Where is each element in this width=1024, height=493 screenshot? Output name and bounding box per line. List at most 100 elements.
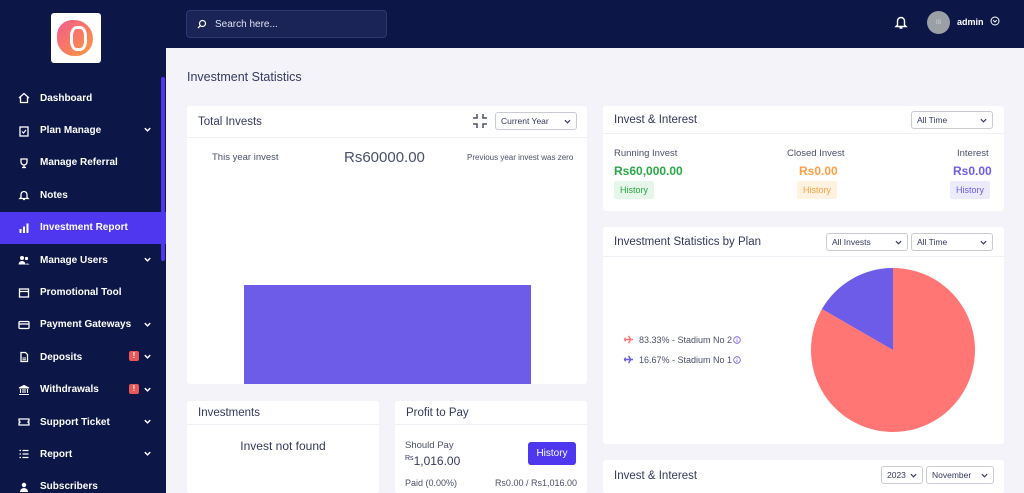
select-value: All Time xyxy=(917,237,948,247)
investments-card: Investments Invest not found xyxy=(187,401,379,493)
topbar: IB admin xyxy=(166,0,1024,48)
chevron-down-icon xyxy=(144,354,151,359)
card-header: Investments xyxy=(187,401,379,425)
closed-history-link[interactable]: History xyxy=(797,181,838,199)
closed-invest-value: Rs0.00 xyxy=(799,164,838,178)
sidebar-item-manage-referral[interactable]: Manage Referral xyxy=(0,147,166,179)
sidebar-item-payment-gateways[interactable]: Payment Gateways xyxy=(0,309,166,341)
sidebar-item-plan-manage[interactable]: Plan Manage xyxy=(0,114,166,146)
sidebar-item-dashboard[interactable]: Dashboard xyxy=(0,82,166,114)
sidebar-nav: Dashboard Plan Manage Manage Referral No… xyxy=(0,82,166,493)
sidebar-item-support-ticket[interactable]: Support Ticket xyxy=(0,406,166,438)
search-icon xyxy=(197,19,207,29)
total-invests-card: Total Invests Current Year This year inv… xyxy=(187,106,587,384)
sidebar: Dashboard Plan Manage Manage Referral No… xyxy=(0,0,166,493)
sidebar-item-label: Payment Gateways xyxy=(40,319,132,331)
sidebar-item-label: Report xyxy=(40,448,73,460)
logo[interactable] xyxy=(51,13,101,63)
interest-history-link[interactable]: History xyxy=(950,181,991,199)
card-header: Total Invests Current Year xyxy=(187,106,587,138)
pie-slice-stadium-no-1[interactable] xyxy=(821,268,893,350)
running-history-link[interactable]: History xyxy=(614,181,655,199)
logo-icon xyxy=(57,20,93,56)
card-header: Invest & Interest All Time xyxy=(603,106,1004,134)
clipboard-icon xyxy=(18,125,30,137)
closed-invest-label: Closed Invest xyxy=(787,148,845,159)
chevron-down-icon xyxy=(980,118,987,123)
legend-label: 16.67% - Stadium No 1 xyxy=(639,354,733,365)
chevron-down-icon xyxy=(144,451,151,457)
card-header: Investment Statistics by Plan All Invest… xyxy=(603,227,1004,257)
bank-icon xyxy=(18,384,30,396)
invest-bar xyxy=(244,285,531,384)
chevron-down-icon xyxy=(980,240,987,245)
sidebar-item-label: Investment Report xyxy=(40,222,128,234)
sidebar-item-label: Deposits xyxy=(40,351,83,363)
card-title: Investment Statistics by Plan xyxy=(614,235,762,248)
deposit-icon xyxy=(18,351,30,363)
info-icon[interactable] xyxy=(733,355,741,364)
card-title: Investments xyxy=(198,406,260,419)
paid-value: Rs0.00 / Rs1,016.00 xyxy=(494,478,577,488)
sidebar-item-report[interactable]: Report xyxy=(0,438,166,470)
interest-label: Interest xyxy=(957,148,989,159)
chevron-down-icon xyxy=(910,473,917,478)
page-title: Investment Statistics xyxy=(187,70,302,84)
sidebar-item-withdrawals[interactable]: Withdrawals ! xyxy=(0,374,166,406)
alert-badge: ! xyxy=(129,351,139,362)
chevron-down-icon xyxy=(895,240,902,245)
year-select[interactable]: Current Year xyxy=(495,112,577,130)
select-value: November xyxy=(932,470,972,480)
month-select[interactable]: November xyxy=(926,466,994,484)
sidebar-item-deposits[interactable]: Deposits ! xyxy=(0,341,166,373)
sidebar-item-investment-report[interactable]: Investment Report xyxy=(0,211,166,244)
chevron-down-icon xyxy=(981,473,988,478)
alert-badge: ! xyxy=(129,383,139,394)
card-title: Invest & Interest xyxy=(614,469,698,482)
select-value: Current Year xyxy=(501,116,549,126)
legend-item: 16.67% - Stadium No 1 xyxy=(623,354,746,365)
chevron-down-icon xyxy=(144,387,151,392)
running-invest-label: Running Invest xyxy=(614,148,678,159)
avatar[interactable]: IB xyxy=(927,11,950,34)
users-icon xyxy=(18,254,30,266)
chevron-down-circle-icon[interactable] xyxy=(990,16,1000,26)
time-select[interactable]: All Time xyxy=(911,111,993,129)
sidebar-item-label: Withdrawals xyxy=(40,384,99,396)
card-title: Profit to Pay xyxy=(406,406,469,419)
chevron-down-icon xyxy=(144,257,151,262)
year-select[interactable]: 2023 xyxy=(881,466,923,484)
sidebar-item-label: Subscribers xyxy=(40,481,98,493)
interest-value: Rs0.00 xyxy=(953,164,992,178)
bar-chart-icon xyxy=(18,222,30,234)
this-year-label: This year invest xyxy=(212,152,279,163)
search-input[interactable] xyxy=(215,18,375,30)
time-select[interactable]: All Time xyxy=(911,233,993,251)
running-invest-value: Rs60,000.00 xyxy=(614,164,683,178)
sidebar-item-promotional-tool[interactable]: Promotional Tool xyxy=(0,276,166,308)
invest-interest-monthly-card: Invest & Interest 2023 November xyxy=(603,460,1004,493)
plan-pie-chart xyxy=(811,268,975,432)
select-value: All Time xyxy=(917,115,948,125)
plane-icon xyxy=(623,355,634,364)
sidebar-item-manage-users[interactable]: Manage Users xyxy=(0,244,166,276)
sidebar-item-label: Notes xyxy=(40,189,68,201)
card-title: Invest & Interest xyxy=(614,113,698,126)
info-icon[interactable] xyxy=(733,335,741,344)
sidebar-item-label: Manage Users xyxy=(40,254,108,266)
user-name[interactable]: admin xyxy=(957,17,984,27)
plan-stats-card: Investment Statistics by Plan All Invest… xyxy=(603,227,1004,444)
notification-bell-icon[interactable] xyxy=(894,14,908,30)
paid-label: Paid (0.00%) xyxy=(405,478,458,488)
compress-icon[interactable] xyxy=(472,113,488,129)
subscribers-icon xyxy=(18,481,30,493)
should-pay-amount: Rs1,016.00 xyxy=(405,454,460,468)
invests-select[interactable]: All Invests xyxy=(826,233,908,251)
sidebar-item-subscribers[interactable]: Subscribers xyxy=(0,471,166,493)
empty-message: Invest not found xyxy=(240,439,326,453)
sidebar-scrollbar[interactable] xyxy=(161,77,165,261)
history-button[interactable]: History xyxy=(528,442,576,465)
legend-label: 83.33% - Stadium No 2 xyxy=(639,334,733,345)
sidebar-item-notes[interactable]: Notes xyxy=(0,179,166,211)
currency-label: Rs xyxy=(405,455,414,462)
